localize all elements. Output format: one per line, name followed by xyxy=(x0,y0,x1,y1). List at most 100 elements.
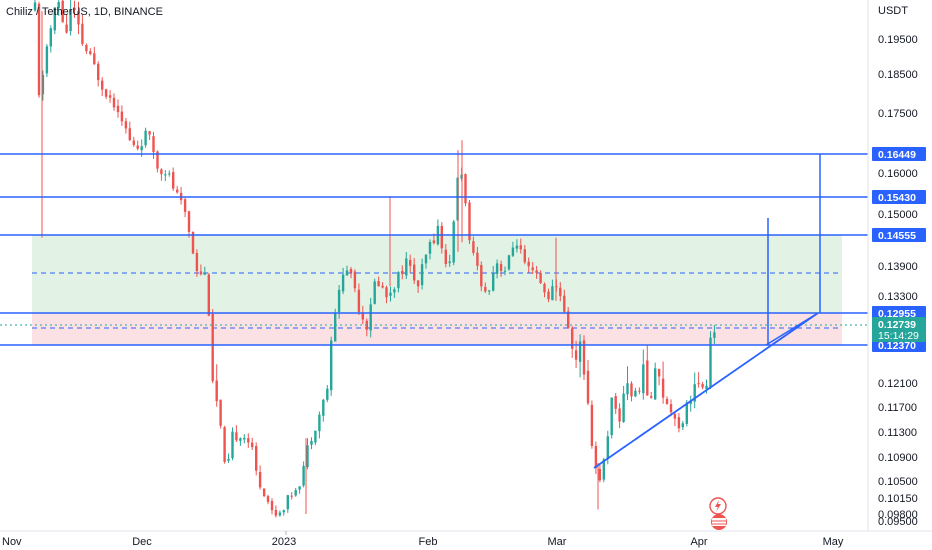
time-axis-tick: Mar xyxy=(548,536,567,548)
candle-body xyxy=(128,128,131,141)
price-level-tag-label: 0.15430 xyxy=(878,192,916,204)
candle xyxy=(393,287,396,298)
candle xyxy=(124,118,128,134)
candle-body xyxy=(673,413,677,419)
candle-body xyxy=(531,267,534,271)
candle xyxy=(693,372,696,409)
candle-body xyxy=(385,287,388,298)
candle xyxy=(373,278,376,305)
candle xyxy=(262,488,266,498)
candle xyxy=(112,93,116,111)
candle-body xyxy=(598,468,601,481)
candle xyxy=(369,297,372,338)
candle xyxy=(148,130,151,140)
candle-body xyxy=(132,140,135,145)
candle xyxy=(677,413,681,433)
candle-body xyxy=(101,80,104,90)
candle-body xyxy=(495,263,499,274)
candle xyxy=(515,239,519,253)
candle-body xyxy=(140,146,143,151)
candle-body xyxy=(464,174,467,204)
candle-body xyxy=(468,202,471,241)
candle-body xyxy=(420,264,424,286)
candle-body xyxy=(543,283,546,293)
candle xyxy=(361,305,364,325)
candle-body xyxy=(187,211,191,232)
candle-body xyxy=(681,423,684,428)
candle-body xyxy=(405,258,408,276)
candle xyxy=(298,486,301,494)
candle xyxy=(594,441,598,475)
candle-body xyxy=(393,289,396,293)
candle-body xyxy=(484,286,487,292)
price-axis-tick: 0.12100 xyxy=(878,378,918,390)
candle-body xyxy=(144,130,147,146)
price-axis-tick: 0.18500 xyxy=(878,69,918,81)
candle xyxy=(97,61,100,87)
candle-body xyxy=(650,396,653,398)
price-axis-tick: 0.10150 xyxy=(878,493,918,505)
candle-body xyxy=(274,510,278,516)
candle xyxy=(381,282,384,289)
price-level-tag-bg xyxy=(872,306,926,320)
candle-body xyxy=(567,311,570,328)
candle-body xyxy=(334,313,337,342)
candle-body xyxy=(535,270,538,273)
price-level-tag: 0.16449 xyxy=(872,147,926,161)
candle-body xyxy=(626,383,629,395)
candle xyxy=(73,0,76,18)
price-axis-tick: 0.13900 xyxy=(878,261,918,273)
candle xyxy=(697,372,700,388)
candle-body xyxy=(665,398,669,404)
candle xyxy=(547,288,550,303)
candle xyxy=(353,269,357,293)
reward-zone xyxy=(32,235,842,313)
candle-body xyxy=(353,271,357,289)
candle xyxy=(282,509,285,516)
price-axis-tick: 0.16000 xyxy=(878,168,918,180)
candle xyxy=(511,241,515,258)
candle xyxy=(634,387,637,398)
candle xyxy=(405,252,408,280)
last-price-tag-bg xyxy=(872,317,926,342)
candle-body xyxy=(444,249,447,264)
time-axis-tick: May xyxy=(823,536,844,548)
candle-body xyxy=(45,46,49,74)
candle xyxy=(306,438,309,470)
candle-body xyxy=(397,272,400,289)
candle-body xyxy=(511,247,515,256)
candle xyxy=(582,335,586,381)
candle-body xyxy=(69,9,72,32)
candle xyxy=(590,400,594,449)
candle-body xyxy=(551,286,554,301)
candle xyxy=(270,498,274,515)
candle-body xyxy=(709,337,712,388)
candle xyxy=(326,385,329,403)
candle xyxy=(160,168,163,181)
candle xyxy=(89,48,92,56)
candle-body xyxy=(519,245,522,250)
price-axis-tick: 0.13300 xyxy=(878,291,918,303)
candle xyxy=(314,430,317,446)
price-axis-tick: 0.11300 xyxy=(878,427,917,439)
candle xyxy=(349,266,353,279)
candle-body xyxy=(369,304,372,331)
candle xyxy=(499,260,503,277)
candle xyxy=(571,326,574,358)
candle-body xyxy=(361,312,364,320)
candle-body xyxy=(539,273,542,283)
candle-body xyxy=(231,431,234,459)
candle-body xyxy=(176,189,179,193)
candle-body xyxy=(195,253,199,272)
candle xyxy=(559,282,562,302)
candle xyxy=(294,487,297,497)
candle-body xyxy=(266,496,270,502)
candle-body xyxy=(661,378,665,398)
candle xyxy=(108,90,112,103)
candle xyxy=(527,257,530,273)
candle xyxy=(251,437,254,450)
candle-body xyxy=(262,488,266,496)
candle xyxy=(341,267,345,295)
candle-body xyxy=(243,437,246,440)
